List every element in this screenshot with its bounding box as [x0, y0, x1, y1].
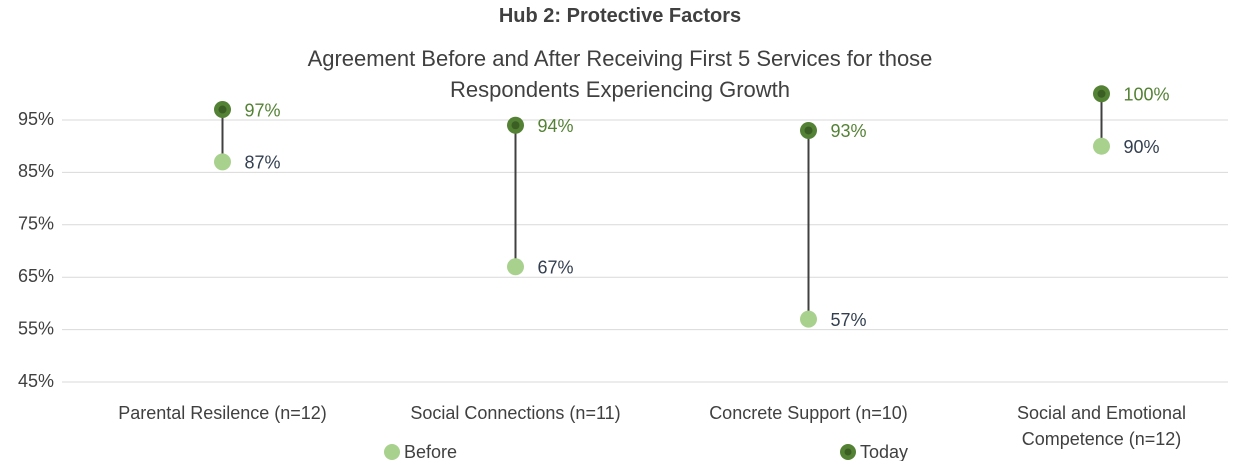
y-tick-label: 65%: [18, 266, 54, 286]
y-tick-label: 95%: [18, 109, 54, 129]
dot-center: [511, 121, 520, 130]
data-label: 97%: [245, 100, 281, 120]
x-tick-label: Social and Emotional Competence (n=12): [1016, 403, 1187, 449]
y-tick-label: 75%: [18, 214, 54, 234]
data-label: 93%: [831, 121, 867, 141]
dot: [214, 153, 231, 171]
data-label: 57%: [831, 310, 867, 330]
dot-center: [804, 126, 813, 135]
legend-label: Before: [404, 442, 457, 461]
data-label: 87%: [245, 153, 281, 173]
x-tick-label: Concrete Support (n=10): [709, 403, 908, 423]
dot: [800, 310, 817, 328]
dot: [507, 258, 524, 276]
y-tick-label: 45%: [18, 371, 54, 391]
x-tick-label: Social Connections (n=11): [410, 403, 621, 423]
dot-center: [1097, 89, 1106, 98]
x-tick-label: Parental Resilence (n=12): [118, 403, 327, 423]
y-tick-label: 85%: [18, 161, 54, 181]
legend-label: Today: [860, 442, 908, 461]
data-label: 67%: [538, 257, 574, 277]
y-tick-label: 55%: [18, 318, 54, 338]
data-label: 94%: [538, 116, 574, 136]
legend-swatch: [384, 444, 400, 460]
dot-center: [218, 105, 227, 114]
chart-subtitle: Agreement Before and After Receiving Fir…: [307, 46, 933, 102]
chart-title: Hub 2: Protective Factors: [498, 5, 742, 27]
data-label: 100%: [1124, 85, 1170, 105]
data-label: 90%: [1124, 137, 1160, 157]
legend-swatch-center: [844, 448, 852, 456]
dot: [1093, 137, 1110, 155]
